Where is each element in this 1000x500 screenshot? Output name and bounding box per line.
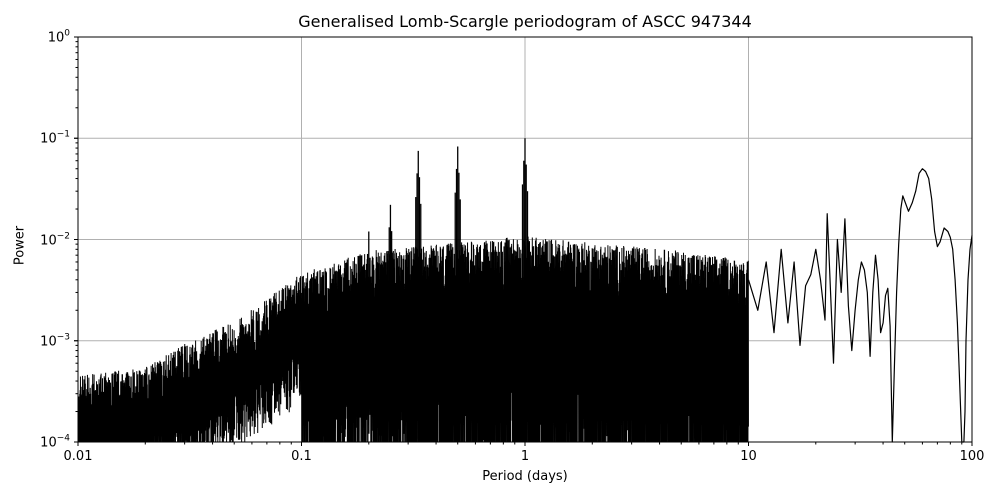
periodogram-trace-dense [77,138,749,443]
y-axis-label: Power [12,225,28,266]
y-tick-label: 10−4 [40,433,70,451]
x-tick-label: 0.1 [291,449,312,464]
y-tick-label: 100 [47,28,70,46]
x-axis-label: Period (days) [482,469,568,484]
y-tick-label: 10−2 [40,231,70,248]
y-tick-label: 10−3 [40,332,70,350]
x-tick-label: 100 [959,449,985,464]
axis-ticks [74,36,973,446]
x-tick-label: 10 [740,449,757,464]
periodogram-trace-long-period [747,168,973,443]
x-tick-label: 0.01 [63,449,93,464]
chart-title: Generalised Lomb-Scargle periodogram of … [298,12,752,31]
x-tick-label: 1 [520,449,530,464]
y-tick-label: 10−1 [40,129,70,147]
